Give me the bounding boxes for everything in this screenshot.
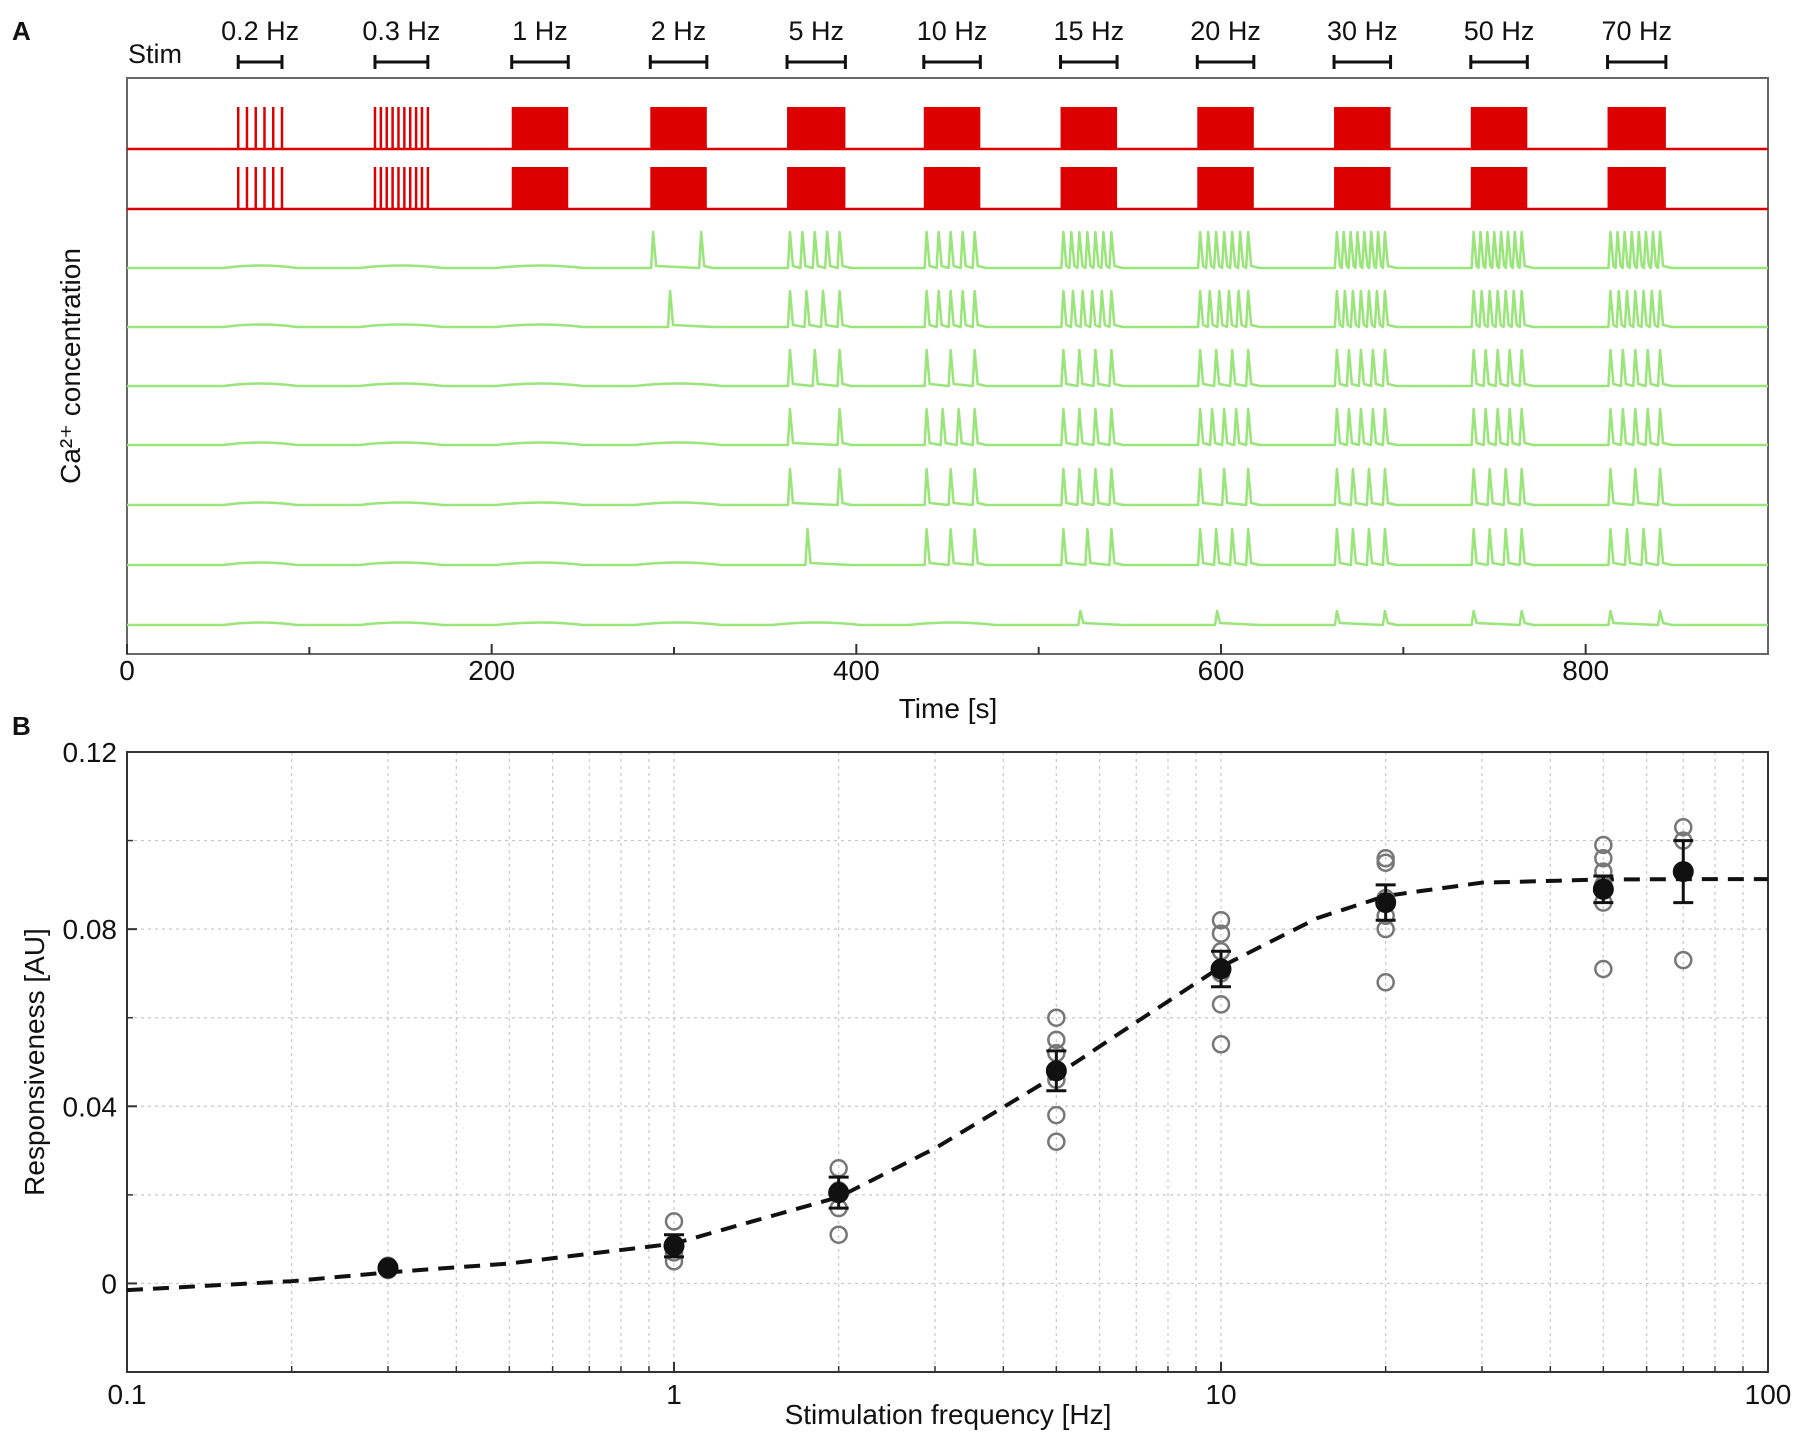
- panel-a-y-label: Ca²⁺ concentration: [55, 248, 86, 484]
- panel-a-label: A: [12, 16, 31, 46]
- stim-block: [1607, 107, 1666, 149]
- mean-points: [377, 839, 1694, 1279]
- mean-point: [828, 1182, 850, 1204]
- individual-point: [1376, 849, 1395, 868]
- x-tick-label: 600: [1198, 655, 1245, 686]
- individual-point: [1211, 924, 1231, 943]
- y-tick-label: 0.12: [63, 737, 118, 768]
- mean-point: [1210, 958, 1232, 980]
- individual-point: [1047, 1030, 1066, 1050]
- stim-label-5: 5 Hz: [788, 16, 844, 46]
- x-tick-label: 0: [119, 655, 135, 686]
- calcium-traces: [127, 230, 1768, 627]
- stim-window-bars: [236, 55, 1668, 69]
- stim-label-1: 0.2 Hz: [221, 16, 299, 46]
- stim-label-4: 2 Hz: [651, 16, 707, 46]
- stim-label-2: 0.3 Hz: [362, 16, 440, 46]
- stim-block: [1060, 107, 1118, 149]
- stim-label-11: 70 Hz: [1601, 16, 1672, 46]
- mean-point: [377, 1257, 399, 1279]
- panel-b-x-label: Stimulation frequency [Hz]: [785, 1399, 1112, 1430]
- individual-point: [1594, 835, 1613, 855]
- stim-label-7: 15 Hz: [1054, 16, 1125, 46]
- individual-points: [378, 818, 1693, 1280]
- individual-point: [1211, 995, 1231, 1014]
- calcium-trace-3: [127, 348, 1768, 388]
- mean-point: [1375, 892, 1397, 914]
- mean-point: [1672, 861, 1694, 883]
- x-tick-label: 0.1: [108, 1379, 147, 1410]
- individual-point: [1211, 911, 1231, 930]
- stim-label-3: 1 Hz: [512, 16, 568, 46]
- panel-a-x-ticks: 0 200 400 600 800: [119, 644, 1609, 686]
- individual-point: [829, 1225, 848, 1244]
- stim-block: [511, 167, 569, 209]
- individual-point: [1674, 818, 1693, 837]
- stim-label-9: 30 Hz: [1327, 16, 1398, 46]
- individual-point: [1594, 849, 1613, 868]
- panel-a-x-label: Time [s]: [899, 693, 998, 724]
- stim-label-10: 50 Hz: [1464, 16, 1535, 46]
- stim-block: [923, 167, 981, 209]
- x-tick-label: 100: [1745, 1379, 1792, 1410]
- fit-curve: [126, 877, 1768, 1293]
- calcium-trace-2: [127, 289, 1768, 329]
- y-tick-label: 0: [101, 1268, 117, 1299]
- stim-block: [650, 167, 707, 209]
- individual-point: [1047, 1008, 1066, 1027]
- panel-b-frame: [126, 751, 1769, 1373]
- stim-block: [1060, 167, 1118, 209]
- x-tick-label: 10: [1205, 1379, 1236, 1410]
- fit-curve-line: [126, 877, 1768, 1293]
- panel-a-frame: [126, 77, 1769, 655]
- panel-b-label: B: [12, 711, 31, 741]
- stim-block: [1334, 107, 1391, 149]
- mean-point: [1592, 878, 1614, 900]
- stim-row-label: Stim: [128, 39, 182, 69]
- individual-point: [1047, 1132, 1066, 1151]
- stim-label-8: 20 Hz: [1190, 16, 1261, 46]
- mean-point: [1045, 1060, 1067, 1082]
- stim-rows: [127, 107, 1768, 211]
- stim-block: [1470, 107, 1528, 149]
- x-tick-label: 800: [1562, 655, 1609, 686]
- stim-label-6: 10 Hz: [917, 16, 988, 46]
- stim-block: [1197, 167, 1254, 209]
- stim-block: [923, 107, 981, 149]
- stim-frequency-labels: 0.2 Hz 0.3 Hz 1 Hz 2 Hz 5 Hz 10 Hz 15 Hz 20 Hz 3…: [221, 16, 1672, 46]
- calcium-trace-7: [127, 609, 1768, 627]
- stim-block: [1197, 107, 1254, 149]
- calcium-trace-5: [127, 467, 1768, 507]
- stim-block: [650, 107, 707, 149]
- individual-point: [1376, 973, 1395, 992]
- stim-block: [787, 167, 846, 209]
- stim-block: [1607, 167, 1666, 209]
- individual-point: [664, 1212, 684, 1231]
- individual-point: [1594, 959, 1613, 979]
- y-tick-label: 0.08: [63, 914, 118, 945]
- calcium-trace-6: [127, 527, 1768, 567]
- individual-point: [1674, 950, 1693, 970]
- stim-block: [1334, 167, 1391, 209]
- panel-b-grid: [127, 751, 1768, 1373]
- stim-block: [511, 107, 569, 149]
- individual-point: [1047, 1105, 1066, 1125]
- mean-point: [663, 1235, 685, 1257]
- stim-block: [1470, 167, 1528, 209]
- stim-block: [787, 107, 846, 149]
- calcium-trace-1: [127, 230, 1768, 270]
- individual-point: [1211, 1035, 1231, 1054]
- x-tick-label: 200: [468, 655, 515, 686]
- y-tick-label: 0.04: [63, 1091, 118, 1122]
- calcium-trace-4: [127, 407, 1768, 447]
- x-tick-label: 1: [666, 1379, 682, 1410]
- panel-b-y-label: Responsiveness [AU]: [19, 928, 50, 1196]
- x-tick-label: 400: [833, 655, 880, 686]
- panel-b-ticks: 0.1 1 10 100 0 0.04 0.08 0.12: [63, 737, 1792, 1410]
